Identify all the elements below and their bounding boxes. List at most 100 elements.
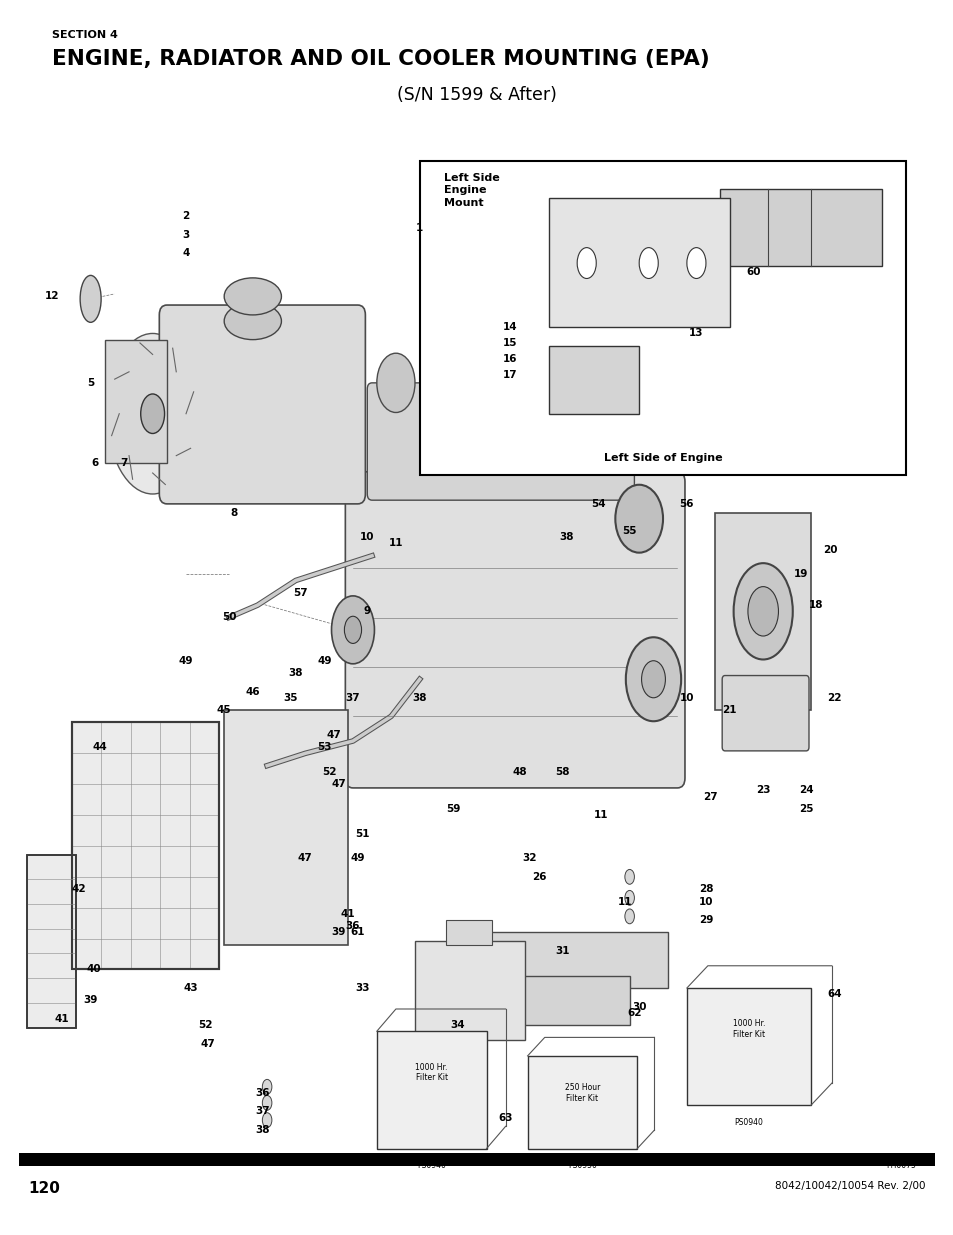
Text: 11: 11 <box>593 810 608 820</box>
Bar <box>486 932 667 988</box>
Text: 60: 60 <box>745 267 760 277</box>
Text: 47: 47 <box>297 853 313 863</box>
Ellipse shape <box>141 394 165 433</box>
Text: 49: 49 <box>350 853 365 863</box>
Text: Left Side of Engine: Left Side of Engine <box>603 453 721 463</box>
Text: 63: 63 <box>497 1113 513 1123</box>
Text: 3: 3 <box>182 230 190 240</box>
Text: 20: 20 <box>821 545 837 555</box>
Ellipse shape <box>625 637 680 721</box>
Text: 39: 39 <box>83 995 98 1005</box>
Ellipse shape <box>686 247 705 279</box>
Text: 36: 36 <box>345 921 360 931</box>
Text: 8: 8 <box>230 508 237 517</box>
Text: 55: 55 <box>621 526 637 536</box>
Text: 45: 45 <box>216 705 232 715</box>
Bar <box>548 346 639 414</box>
Text: 17: 17 <box>502 370 517 380</box>
Ellipse shape <box>758 437 767 452</box>
Ellipse shape <box>332 597 374 664</box>
Text: 49: 49 <box>178 656 193 666</box>
Text: 49: 49 <box>316 656 332 666</box>
Text: 38: 38 <box>254 1125 270 1135</box>
Text: 5: 5 <box>87 378 94 388</box>
Text: 47: 47 <box>326 730 341 740</box>
Text: 11: 11 <box>617 897 632 906</box>
Text: (S/N 1599 & After): (S/N 1599 & After) <box>396 86 557 105</box>
Text: 47: 47 <box>331 779 346 789</box>
Ellipse shape <box>481 353 519 412</box>
Text: 25: 25 <box>798 804 813 814</box>
Bar <box>19 1153 934 1166</box>
Text: PS0950: PS0950 <box>567 1161 597 1170</box>
Text: 61: 61 <box>350 927 365 937</box>
Text: 46: 46 <box>245 687 260 697</box>
Text: 10: 10 <box>679 693 694 703</box>
FancyBboxPatch shape <box>367 383 634 500</box>
Text: 28: 28 <box>698 884 713 894</box>
Bar <box>415 941 524 1040</box>
Text: 13: 13 <box>688 329 703 338</box>
Text: 24: 24 <box>798 785 813 795</box>
Ellipse shape <box>624 869 634 884</box>
Text: 1000 Hr.
Filter Kit: 1000 Hr. Filter Kit <box>732 1019 764 1039</box>
Text: 54: 54 <box>590 499 605 509</box>
Ellipse shape <box>262 1095 272 1110</box>
Bar <box>715 513 810 710</box>
Text: 21: 21 <box>721 705 737 715</box>
Text: 64: 64 <box>826 989 841 999</box>
Ellipse shape <box>344 616 361 643</box>
Bar <box>548 198 729 327</box>
Text: PS0940: PS0940 <box>416 1161 446 1170</box>
Bar <box>27 855 76 1028</box>
Text: 32: 32 <box>521 853 537 863</box>
FancyBboxPatch shape <box>345 472 684 788</box>
Text: 10: 10 <box>359 532 375 542</box>
Ellipse shape <box>624 890 634 905</box>
Bar <box>419 161 905 475</box>
Text: 59: 59 <box>445 804 460 814</box>
Text: 38: 38 <box>412 693 427 703</box>
Text: 15: 15 <box>502 338 517 348</box>
Ellipse shape <box>641 661 665 698</box>
Text: 2: 2 <box>182 211 190 221</box>
Bar <box>27 855 76 1028</box>
Text: 43: 43 <box>183 983 198 993</box>
Text: 250 Hour
Filter Kit: 250 Hour Filter Kit <box>564 1083 599 1103</box>
Bar <box>71 722 219 969</box>
Text: 41: 41 <box>340 909 355 919</box>
Text: 38: 38 <box>288 668 303 678</box>
Text: 1000 Hr.
Filter Kit: 1000 Hr. Filter Kit <box>416 1062 447 1082</box>
Text: 53: 53 <box>316 742 332 752</box>
Text: 4: 4 <box>182 248 190 258</box>
Text: 14: 14 <box>502 322 517 332</box>
Text: 6: 6 <box>91 458 99 468</box>
FancyBboxPatch shape <box>159 305 365 504</box>
Bar <box>376 1031 486 1149</box>
Ellipse shape <box>534 353 572 412</box>
Ellipse shape <box>615 485 662 553</box>
Text: 18: 18 <box>807 600 822 610</box>
Bar <box>19 124 934 1155</box>
Text: 47: 47 <box>200 1039 215 1049</box>
Text: PH0075: PH0075 <box>885 1161 915 1170</box>
Text: Left Side
Engine
Mount: Left Side Engine Mount <box>443 173 498 207</box>
Ellipse shape <box>376 353 415 412</box>
Bar <box>105 340 167 463</box>
Text: 9: 9 <box>363 606 371 616</box>
Ellipse shape <box>624 909 634 924</box>
Ellipse shape <box>80 275 101 322</box>
Text: 41: 41 <box>54 1014 70 1024</box>
Text: 34: 34 <box>450 1020 465 1030</box>
Text: PS0940: PS0940 <box>734 1118 762 1126</box>
Bar <box>686 988 810 1105</box>
Text: 7: 7 <box>120 458 128 468</box>
Text: 36: 36 <box>254 1088 270 1098</box>
Text: 23: 23 <box>755 785 770 795</box>
Text: 26: 26 <box>531 872 546 882</box>
Bar <box>224 710 348 945</box>
Text: 40: 40 <box>86 965 101 974</box>
Text: 16: 16 <box>502 354 517 364</box>
Text: 12: 12 <box>45 291 60 301</box>
Text: 31: 31 <box>555 946 570 956</box>
